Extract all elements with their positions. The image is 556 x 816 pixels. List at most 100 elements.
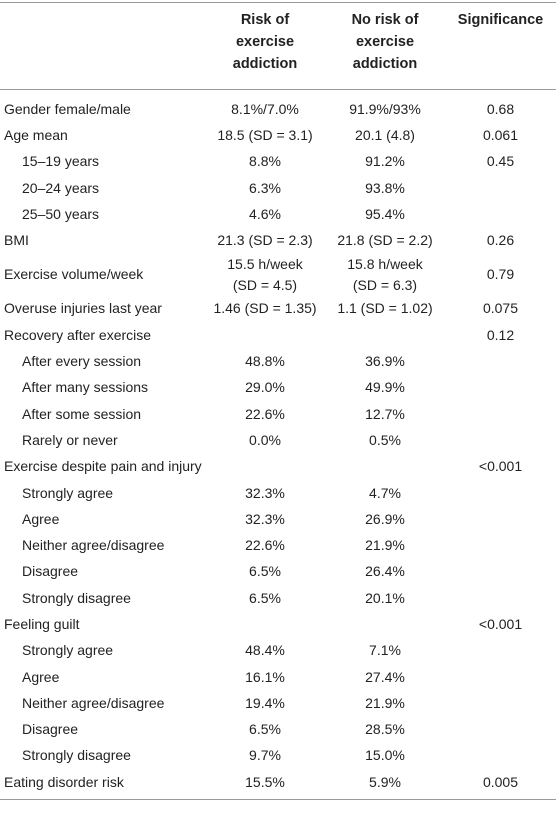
- cell: [445, 175, 556, 201]
- table-row: Exercise volume/week 15.5 h/week (SD = 4.5…: [0, 254, 556, 296]
- cell-line: exercise: [235, 34, 295, 50]
- table-row: Neither agree/disagree 19.4% 21.9%: [0, 690, 556, 716]
- cell: 36.9%: [365, 353, 405, 370]
- cell: 0.061: [482, 126, 519, 143]
- cell: [205, 322, 325, 348]
- cell: 15.5%: [245, 773, 285, 790]
- cell-line: 15.8 h/week: [347, 255, 423, 272]
- row-label: Recovery after exercise: [4, 326, 152, 343]
- cell: <0.001: [478, 458, 523, 475]
- cell: 22.6%: [245, 405, 285, 422]
- cell: [445, 201, 556, 227]
- cell: 21.8 (SD = 2.2): [337, 232, 433, 249]
- cell: 19.4%: [245, 694, 285, 711]
- cell: 0.79: [486, 266, 515, 283]
- cell: 1.1 (SD = 1.02): [337, 300, 433, 317]
- cell: 15.8 h/week (SD = 6.3): [325, 254, 445, 296]
- cell: 9.7%: [249, 747, 281, 764]
- cell: [445, 585, 556, 611]
- row-label: Disagree: [22, 721, 79, 738]
- row-label: Strongly disagree: [22, 747, 131, 764]
- table-header: Risk of exercise addiction No risk of exerci…: [0, 2, 556, 90]
- row-label: Disagree: [22, 563, 79, 580]
- row-label: Exercise volume/week: [4, 266, 144, 283]
- cell: 27.4%: [365, 668, 405, 685]
- table-row: Neither agree/disagree 22.6% 21.9%: [0, 532, 556, 558]
- cell: [325, 322, 445, 348]
- cell: [445, 690, 556, 716]
- table-row: Strongly agree 32.3% 4.7%: [0, 480, 556, 506]
- table-body: Gender female/male 8.1%/7.0% 91.9%/93% 0.68…: [0, 90, 556, 800]
- table-row: After every session 48.8% 36.9%: [0, 348, 556, 374]
- cell: 48.4%: [245, 642, 285, 659]
- cell: 0.12: [486, 326, 515, 343]
- cell: [445, 480, 556, 506]
- row-label: 15–19 years: [22, 153, 100, 170]
- cell: 1.46 (SD = 1.35): [213, 300, 317, 317]
- table-row: Rarely or never 0.0% 0.5%: [0, 427, 556, 453]
- cell: 21.9%: [365, 694, 405, 711]
- row-label: After many sessions: [22, 379, 149, 396]
- row-label: Rarely or never: [22, 431, 118, 448]
- cell: 7.1%: [369, 642, 401, 659]
- cell-line: Risk of: [240, 12, 290, 28]
- cell: [445, 717, 556, 743]
- cell: [445, 559, 556, 585]
- cell: 91.2%: [365, 153, 405, 170]
- table-row: Disagree 6.5% 28.5%: [0, 717, 556, 743]
- cell: [445, 375, 556, 401]
- table-row: Eating disorder risk 15.5% 5.9% 0.005: [0, 769, 556, 800]
- table-row: BMI 21.3 (SD = 2.3) 21.8 (SD = 2.2) 0.26: [0, 227, 556, 253]
- row-label: Age mean: [4, 126, 68, 143]
- cell: [445, 401, 556, 427]
- cell: 0.075: [482, 300, 519, 317]
- cell-line: (SD = 6.3): [352, 276, 418, 293]
- cell: 0.68: [486, 100, 515, 117]
- cell: [445, 743, 556, 769]
- column-header: Risk of exercise addiction: [205, 2, 325, 90]
- cell: [445, 506, 556, 532]
- cell: 21.3 (SD = 2.3): [217, 232, 313, 249]
- column-header: No risk of exercise addiction: [325, 2, 445, 90]
- table-row: Exercise despite pain and injury <0.001: [0, 454, 556, 480]
- row-label: Strongly disagree: [22, 589, 131, 606]
- cell: [325, 611, 445, 637]
- row-label: Exercise despite pain and injury: [4, 458, 202, 475]
- row-label: Strongly agree: [22, 642, 114, 659]
- cell: 22.6%: [245, 537, 285, 554]
- cell: 20.1%: [365, 589, 405, 606]
- cell: 4.6%: [249, 205, 281, 222]
- cell: 0.26: [486, 232, 515, 249]
- cell: 5.9%: [369, 773, 401, 790]
- cell-line: addiction: [352, 56, 418, 72]
- cell: [205, 454, 325, 480]
- cell-line: (SD = 4.5): [232, 276, 298, 293]
- cell: 18.5 (SD = 3.1): [217, 126, 313, 143]
- cell: 93.8%: [365, 179, 405, 196]
- row-label: Feeling guilt: [4, 615, 80, 632]
- cell: 91.9%/93%: [349, 100, 421, 117]
- cell: 6.5%: [249, 721, 281, 738]
- cell: 16.1%: [245, 668, 285, 685]
- row-label: Eating disorder risk: [4, 773, 124, 790]
- cell: [445, 348, 556, 374]
- cell: 12.7%: [365, 405, 405, 422]
- row-label: Agree: [22, 510, 60, 527]
- cell: 15.5 h/week (SD = 4.5): [205, 254, 325, 296]
- table-row: Disagree 6.5% 26.4%: [0, 559, 556, 585]
- cell: [445, 427, 556, 453]
- table-row: 15–19 years 8.8% 91.2% 0.45: [0, 149, 556, 175]
- cell: <0.001: [478, 615, 523, 632]
- cell-line: No risk of: [351, 12, 419, 28]
- cell: 4.7%: [369, 484, 401, 501]
- cell: 0.45: [486, 153, 515, 170]
- cell-line: exercise: [355, 34, 415, 50]
- data-table: Risk of exercise addiction No risk of exerci…: [0, 2, 556, 801]
- cell: [205, 611, 325, 637]
- cell: 29.0%: [245, 379, 285, 396]
- cell: 95.4%: [365, 205, 405, 222]
- table-row: After many sessions 29.0% 49.9%: [0, 375, 556, 401]
- table-row: Agree 16.1% 27.4%: [0, 664, 556, 690]
- table-row: After some session 22.6% 12.7%: [0, 401, 556, 427]
